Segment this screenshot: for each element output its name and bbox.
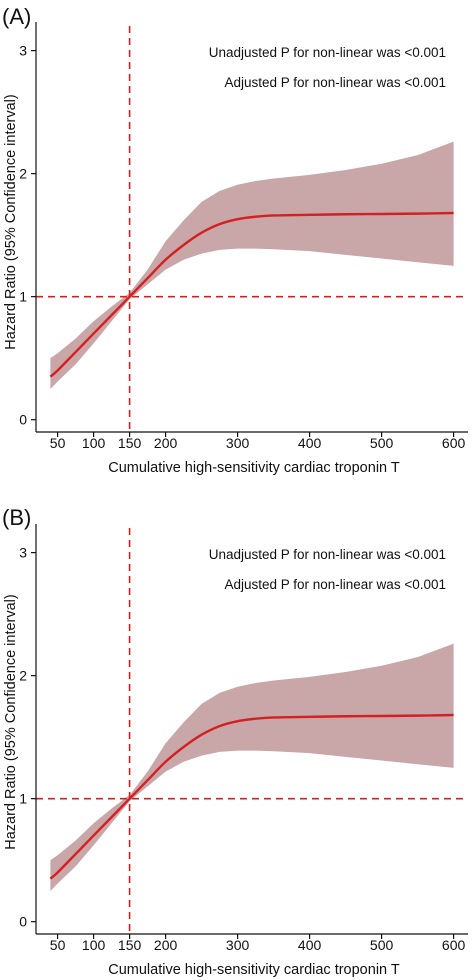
y-tick-label: 3 — [19, 545, 27, 561]
x-tick-label: 400 — [298, 435, 322, 451]
y-tick-label: 0 — [19, 412, 27, 428]
annotation-adjusted: Adjusted P for non-linear was <0.001 — [224, 75, 446, 90]
panel-label: (A) — [2, 4, 31, 29]
y-axis-title: Hazard Ratio (95% Confidence interval) — [3, 594, 19, 850]
y-tick-label: 1 — [19, 289, 27, 305]
x-tick-label: 100 — [82, 435, 106, 451]
x-tick-label: 500 — [370, 937, 394, 953]
x-tick-label: 200 — [154, 937, 178, 953]
x-tick-label: 300 — [226, 435, 250, 451]
x-tick-label: 600 — [442, 435, 466, 451]
chart-panel-b: (B) Unadjusted P for non-linear was <0.0… — [0, 490, 474, 980]
x-tick-label: 400 — [298, 937, 322, 953]
y-tick-label: 0 — [19, 914, 27, 930]
x-tick-label: 50 — [50, 435, 66, 451]
y-tick-label: 3 — [19, 43, 27, 59]
annotation-unadjusted: Unadjusted P for non-linear was <0.001 — [209, 45, 446, 60]
y-tick-label: 1 — [19, 791, 27, 807]
chart-panel-a: (A) Unadjusted P for non-linear was <0.0… — [2, 4, 468, 476]
confidence-band — [50, 141, 454, 389]
hazard-ratio-curve — [49, 713, 454, 880]
x-tick-label: 50 — [50, 937, 66, 953]
confidence-band — [50, 643, 454, 891]
annotation-adjusted: Adjusted P for non-linear was <0.001 — [224, 577, 446, 592]
y-tick-label: 2 — [19, 668, 27, 684]
x-tick-label: 500 — [370, 435, 394, 451]
x-tick-label: 600 — [442, 937, 466, 953]
y-axis-title: Hazard Ratio (95% Confidence interval) — [3, 94, 19, 350]
panel-label: (B) — [2, 505, 31, 530]
x-tick-label: 200 — [154, 435, 178, 451]
x-tick-label: 150 — [118, 435, 142, 451]
annotation-unadjusted: Unadjusted P for non-linear was <0.001 — [209, 547, 446, 562]
chart-b: (B) Unadjusted P for non-linear was <0.0… — [2, 505, 468, 978]
x-tick-label: 100 — [82, 937, 106, 953]
y-tick-label: 2 — [19, 166, 27, 182]
chart-a: (A) Unadjusted P for non-linear was <0.0… — [2, 4, 468, 476]
x-tick-label: 150 — [118, 937, 142, 953]
hazard-ratio-curve — [49, 211, 454, 378]
x-axis-title: Cumulative high-sensitivity cardiac trop… — [108, 962, 400, 978]
x-tick-label: 300 — [226, 937, 250, 953]
x-axis-title: Cumulative high-sensitivity cardiac trop… — [108, 460, 400, 476]
